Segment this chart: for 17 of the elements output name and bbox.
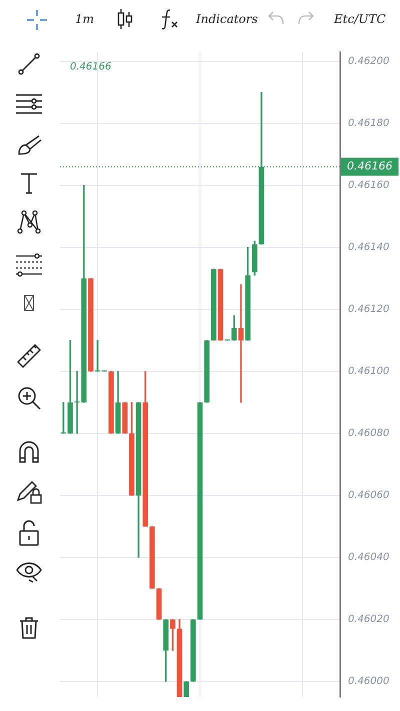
text: Etc/UTC: [334, 12, 386, 26]
y-tick-label: 0.46100: [348, 366, 390, 377]
y-tick-label: 0.46040: [348, 552, 390, 564]
y-tick-label: 0.46180: [348, 118, 390, 129]
y-tick-label: 0.46200: [348, 56, 390, 67]
y-tick-label: 0.46080: [348, 428, 390, 440]
y-tick-label: 0.46120: [348, 304, 390, 315]
y-tick-label: 0.46000: [348, 676, 390, 688]
text: Indicators: [196, 12, 258, 26]
ref-line-label: 0.46166: [347, 160, 392, 173]
annotation: 0.46166: [70, 62, 112, 73]
y-tick-label: 0.46160: [348, 180, 390, 191]
y-tick-label: 0.46020: [348, 614, 390, 626]
y-tick-label: 0.46140: [348, 242, 390, 253]
candlestick: [238, 284, 244, 403]
text: 1m: [75, 12, 94, 26]
y-tick-label: 0.46060: [348, 490, 390, 502]
